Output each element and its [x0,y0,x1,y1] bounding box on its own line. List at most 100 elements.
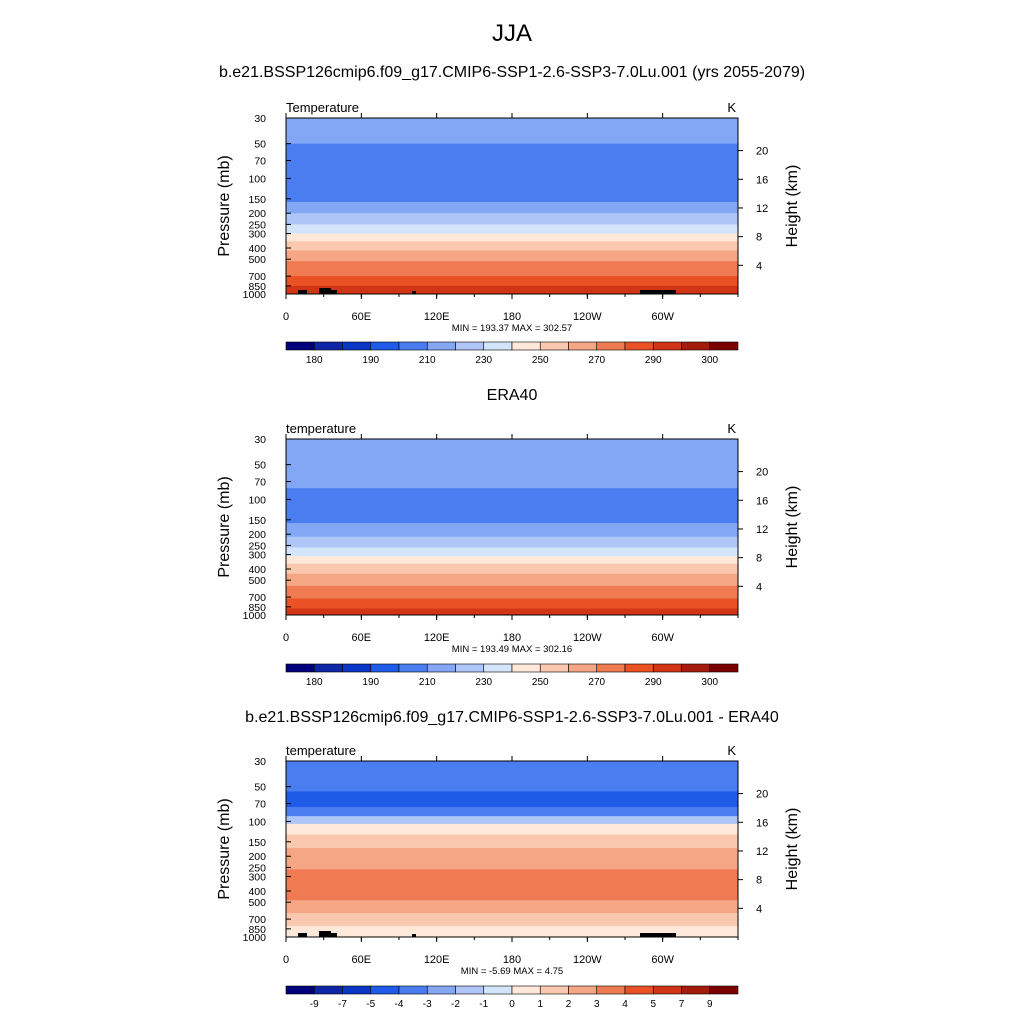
y-tick-label: 100 [248,816,266,828]
panel-title-model: b.e21.BSSP126cmip6.f09_g17.CMIP6-SSP1-2.… [218,64,806,81]
y-right-tick-label: 8 [756,553,762,565]
contour-band [286,183,738,203]
colorbar-box [285,985,315,995]
topography-block [319,288,331,294]
contour-band [286,761,738,792]
x-tick-label: 120W [573,632,602,644]
contour-band [286,913,738,927]
x-tick-label: 60W [651,632,674,644]
colorbar-label: 7 [679,999,685,1010]
colorbar-box [398,985,428,995]
y-tick-label: 150 [248,837,266,849]
colorbar-box [313,663,343,673]
y-tick-label: 850 [248,602,266,614]
y-right-tick-label: 4 [756,903,762,915]
y-tick-label: 70 [254,156,266,168]
y-axis-label: Pressure (mb) [216,798,233,899]
contour-band [286,285,738,295]
colorbar-label: 290 [645,677,662,688]
x-tick-label: 0 [283,311,289,323]
x-tick-label: 60E [352,311,372,323]
topography-block [640,290,676,294]
colorbar-label: 9 [707,999,713,1010]
colorbar-box [426,663,456,673]
colorbar-label: -5 [366,999,375,1010]
contour-band [286,276,738,287]
colorbar-label: 210 [419,677,436,688]
colorbar-label: -9 [310,999,319,1010]
colorbar-box [370,985,400,995]
y-right-tick-label: 20 [756,467,768,479]
colorbar-box [624,663,654,673]
x-tick-label: 120W [573,311,602,323]
colorbar-label: -7 [338,999,347,1010]
contour-band [286,250,738,262]
x-tick-label: 0 [283,632,289,644]
colorbar-box [342,985,372,995]
topography-block [412,291,416,294]
contour-band [286,556,738,565]
units-label: K [727,743,736,758]
colorbar-box [652,341,682,351]
y-right-tick-label: 4 [756,581,762,593]
y-tick-label: 70 [254,799,266,811]
contour-band [286,469,738,489]
figure-title: JJA [491,20,532,47]
x-tick-label: 120W [573,954,602,966]
topography-block [328,290,337,294]
y-tick-label: 1000 [243,289,267,301]
chart-panel-3: temperature K3050701001502002503004005007… [216,743,801,1010]
colorbar-box [681,985,711,995]
contour-band [286,508,738,524]
colorbar-box [596,985,626,995]
y-tick-label: 50 [254,139,266,151]
contour-band [286,261,738,277]
colorbar-box [342,341,372,351]
y-tick-label: 70 [254,477,266,489]
colorbar-label: 250 [532,677,549,688]
contour-band [286,925,738,938]
colorbar-label: 4 [622,999,628,1010]
y-tick-label: 400 [248,564,266,576]
contour-band [286,848,738,870]
colorbar-label: 270 [588,677,605,688]
colorbar-label: 190 [362,677,379,688]
y-tick-label: 200 [248,208,266,220]
colorbar-label: 230 [475,355,492,366]
colorbar-box [370,341,400,351]
colorbar-box [624,341,654,351]
colorbar-box [568,341,598,351]
colorbar-box [596,341,626,351]
colorbar-box [426,341,456,351]
colorbar-box [511,341,541,351]
y-tick-label: 250 [248,219,266,231]
colorbar-box [709,341,739,351]
colorbar-box [285,341,315,351]
y-tick-label: 400 [248,886,266,898]
y-tick-label: 700 [248,592,266,604]
colorbar-box [709,663,739,673]
y-right-axis-label: Height (km) [784,165,801,248]
x-tick-label: 0 [283,954,289,966]
x-tick-label: 60W [651,954,674,966]
x-tick-label: 180 [503,311,521,323]
topography-block [412,934,416,937]
colorbar-label: 290 [645,355,662,366]
y-right-tick-label: 12 [756,524,768,536]
colorbar-box [568,985,598,995]
colorbar-label: 3 [594,999,600,1010]
y-tick-label: 500 [248,897,266,909]
stats-label: MIN = 193.37 MAX = 302.57 [452,323,572,334]
x-tick-label: 180 [503,954,521,966]
contour-band [286,563,738,575]
x-tick-label: 180 [503,632,521,644]
y-tick-label: 50 [254,460,266,472]
colorbar-box [568,663,598,673]
y-tick-label: 250 [248,540,266,552]
chart-panel-2: temperature K3050701001502002503004005007… [216,421,801,688]
x-tick-label: 60W [651,311,674,323]
contour-band [286,547,738,557]
colorbar-box [596,663,626,673]
colorbar-box [285,663,315,673]
